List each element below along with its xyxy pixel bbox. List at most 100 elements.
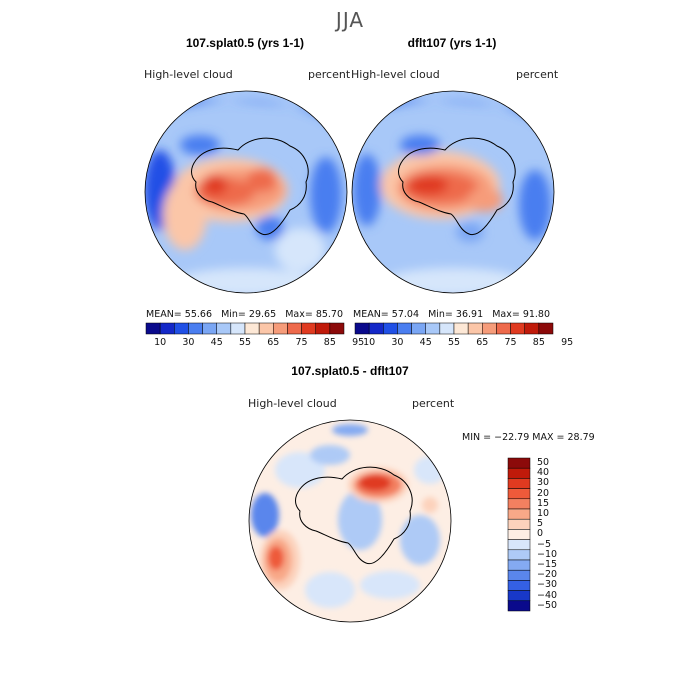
colorbar3-swatch bbox=[507, 518, 531, 530]
colorbar3-tick-label: −40 bbox=[537, 589, 558, 601]
colorbar3-swatch bbox=[507, 559, 531, 571]
colorbar1-swatch bbox=[188, 322, 203, 335]
colorbar3-swatch bbox=[507, 600, 531, 612]
panel1-units-label: percent bbox=[308, 68, 351, 81]
colorbar3-swatch bbox=[507, 539, 531, 551]
panel3-units-label: percent bbox=[412, 397, 455, 410]
colorbar2-tick-label: 45 bbox=[419, 337, 432, 348]
map3-border bbox=[248, 419, 452, 623]
panel1-title: 107.splat0.5 (yrs 1-1) bbox=[185, 36, 305, 50]
colorbar2-tick-label: 55 bbox=[447, 337, 461, 348]
panel2-units-label: percent bbox=[516, 68, 559, 81]
map2-coastline bbox=[398, 137, 516, 236]
colorbar2-tick-label: 95 bbox=[561, 337, 574, 348]
colorbar1-swatch bbox=[273, 322, 288, 335]
colorbar3-swatch bbox=[507, 457, 531, 469]
colorbar1-tick-label: 95 bbox=[352, 337, 365, 348]
colorbar2-swatch bbox=[467, 322, 483, 335]
panel1-stats: MEAN= 55.66 Min= 29.65 Max= 85.70 bbox=[146, 309, 343, 320]
panel3-title: 107.splat0.5 - dflt107 bbox=[291, 364, 409, 378]
map-panel-2 bbox=[351, 90, 555, 294]
colorbar3-swatch bbox=[507, 529, 531, 540]
colorbar2-tick-label: 85 bbox=[532, 337, 545, 348]
colorbar-panel-1 bbox=[145, 322, 345, 335]
panel2-variable-label: High-level cloud bbox=[351, 68, 440, 81]
map1-border bbox=[144, 90, 348, 294]
colorbar2-swatch bbox=[439, 322, 455, 335]
colorbar3-tick-label: −30 bbox=[537, 579, 558, 591]
colorbar1-tick-label: 45 bbox=[210, 337, 223, 348]
colorbar1-tick-label: 55 bbox=[238, 337, 252, 348]
panel2-max-label: Max= bbox=[492, 309, 520, 320]
colorbar1-tick-label: 85 bbox=[323, 337, 336, 348]
colorbar1-tick-label: 65 bbox=[267, 337, 280, 348]
colorbar2-swatch bbox=[496, 322, 511, 335]
colorbar3-tick-label: −20 bbox=[537, 569, 558, 581]
colorbar2-swatch bbox=[354, 322, 370, 335]
map2-border bbox=[351, 90, 555, 294]
colorbar2-tick-label: 10 bbox=[363, 337, 376, 348]
colorbar2-swatch bbox=[425, 322, 441, 335]
panel2-max-value: 91.80 bbox=[522, 309, 551, 320]
colorbar3-tick-label: −50 bbox=[537, 599, 558, 611]
colorbar2-swatch bbox=[482, 322, 497, 335]
colorbar2-swatch bbox=[453, 322, 469, 335]
colorbar3-tick-label: 50 bbox=[537, 457, 550, 468]
colorbar3-tick-label: 15 bbox=[537, 497, 550, 509]
colorbar2-tick-label: 75 bbox=[504, 337, 517, 348]
map1-coastline bbox=[191, 137, 309, 236]
panel1-mean-value: 55.66 bbox=[184, 309, 212, 320]
panel2-mean-label: MEAN= bbox=[353, 309, 389, 320]
panel2-min-value: 36.91 bbox=[455, 309, 484, 320]
panel2-mean-value: 57.04 bbox=[391, 309, 419, 320]
map-panel-3 bbox=[248, 419, 452, 623]
panel1-max-value: 85.70 bbox=[315, 309, 344, 320]
colorbar3-tick-label: −10 bbox=[537, 548, 558, 560]
panel1-min-label: Min= bbox=[221, 309, 246, 320]
colorbar3-tick-label: −15 bbox=[537, 559, 558, 570]
panel2-title: dflt107 (yrs 1-1) bbox=[407, 36, 497, 50]
colorbar2-swatch bbox=[397, 322, 412, 335]
colorbar2-swatch bbox=[510, 322, 525, 335]
colorbar1-swatch bbox=[287, 322, 302, 335]
colorbar1-swatch bbox=[145, 322, 161, 335]
colorbar3-tick-label: 10 bbox=[537, 508, 550, 519]
colorbar2-tick-label: 65 bbox=[476, 337, 489, 348]
colorbar3-swatch bbox=[507, 590, 531, 602]
figure-title: JJA bbox=[335, 8, 365, 32]
colorbar3-swatch bbox=[507, 549, 531, 561]
colorbar3-swatch bbox=[507, 580, 531, 591]
colorbar3-tick-label: −5 bbox=[537, 538, 552, 550]
colorbar1-swatch bbox=[301, 322, 316, 335]
colorbar1-tick-label: 10 bbox=[154, 337, 167, 348]
colorbar1-tick-label: 75 bbox=[295, 337, 308, 348]
panel3-variable-label: High-level cloud bbox=[248, 397, 337, 410]
map3-coastline bbox=[295, 466, 413, 565]
colorbar2-swatch bbox=[411, 322, 426, 335]
panel1-max-label: Max= bbox=[285, 309, 313, 320]
colorbar3-swatch bbox=[507, 467, 531, 479]
colorbar3-swatch bbox=[507, 498, 531, 510]
colorbar2-swatch bbox=[524, 322, 540, 335]
colorbar1-swatch bbox=[159, 322, 175, 335]
colorbar1-swatch bbox=[230, 322, 246, 335]
colorbar-panel-2 bbox=[354, 322, 554, 335]
panel1-variable-label: High-level cloud bbox=[144, 68, 233, 81]
map3-field bbox=[251, 424, 446, 608]
colorbar3-tick-label: 40 bbox=[537, 467, 550, 479]
colorbar1-swatch bbox=[258, 322, 274, 335]
colorbar1-swatch bbox=[216, 322, 232, 335]
colorbar1-swatch bbox=[244, 322, 260, 335]
panel2-stats: MEAN= 57.04 Min= 36.91 Max= 91.80 bbox=[353, 309, 550, 320]
colorbar3-tick-label: 0 bbox=[537, 528, 544, 540]
colorbar3-swatch bbox=[507, 508, 531, 520]
colorbar3-swatch bbox=[507, 569, 531, 581]
map-panel-1 bbox=[144, 90, 348, 294]
colorbar2-swatch bbox=[368, 322, 384, 335]
colorbar3-swatch bbox=[507, 478, 531, 489]
colorbar2-tick-label: 30 bbox=[391, 337, 404, 348]
colorbar2-swatch bbox=[538, 322, 554, 335]
colorbar1-swatch bbox=[329, 322, 345, 335]
colorbar1-swatch bbox=[202, 322, 217, 335]
